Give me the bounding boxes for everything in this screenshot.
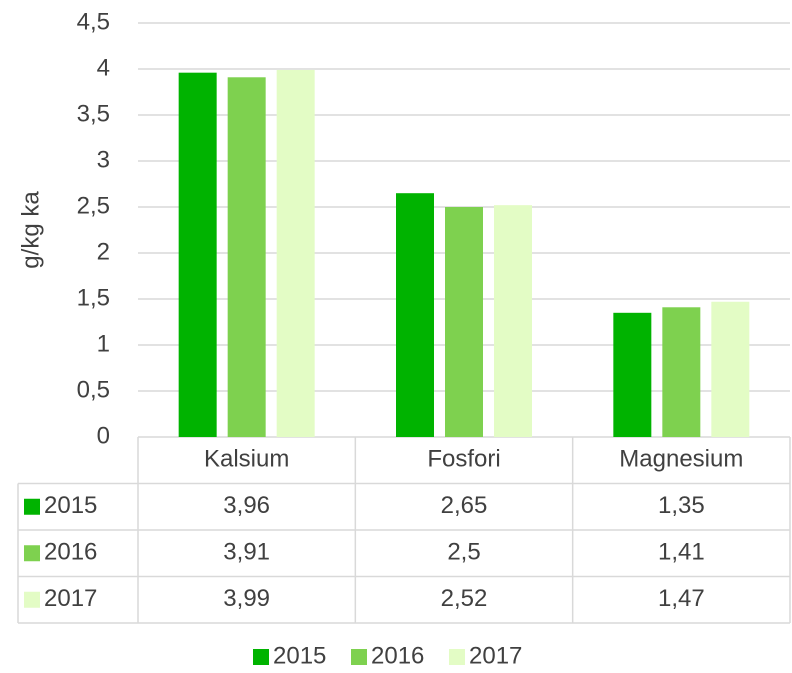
- y-tick-label: 4,5: [77, 8, 110, 35]
- legend-key: [351, 649, 367, 665]
- table-value: 1,41: [658, 539, 705, 566]
- y-tick-label: 1: [97, 330, 110, 357]
- bar: [396, 193, 434, 437]
- bar: [662, 307, 701, 437]
- table-value: 2,65: [441, 492, 488, 519]
- legend-label: 2015: [273, 642, 326, 668]
- bar: [178, 72, 217, 438]
- table-value: 2,5: [447, 539, 480, 566]
- x-tick-label: Magnesium: [619, 446, 743, 473]
- table-value: 1,47: [658, 585, 705, 612]
- y-tick-label: 4: [97, 54, 110, 81]
- table-value: 3,91: [223, 539, 270, 566]
- table-value: 3,99: [223, 585, 270, 612]
- table-series-name: 2015: [44, 492, 97, 519]
- y-axis-label: g/kg ka: [17, 191, 44, 269]
- y-tick-label: 0,5: [77, 376, 110, 403]
- bar: [227, 77, 266, 437]
- legend-key: [253, 649, 269, 665]
- legend-label: 2016: [371, 642, 424, 668]
- x-tick-label: Fosfori: [427, 446, 500, 473]
- bar: [445, 207, 483, 437]
- legend-key: [449, 649, 465, 665]
- table-value: 2,52: [441, 585, 488, 612]
- x-tick-label: Kalsium: [204, 446, 289, 473]
- table-legend-key: [24, 498, 40, 515]
- table-legend-key: [24, 545, 40, 562]
- bar: [613, 312, 652, 437]
- y-tick-label: 0: [97, 422, 110, 449]
- y-tick-label: 2,5: [77, 192, 110, 219]
- table-value: 3,96: [223, 492, 270, 519]
- bar: [494, 205, 532, 437]
- y-tick-label: 3: [97, 146, 110, 173]
- bar: [276, 69, 315, 438]
- bar: [711, 301, 750, 437]
- table-value: 1,35: [658, 492, 705, 519]
- table-series-name: 2016: [44, 539, 97, 566]
- y-tick-label: 1,5: [77, 284, 110, 311]
- y-tick-label: 3,5: [77, 100, 110, 127]
- y-tick-label: 2: [97, 238, 110, 265]
- legend-label: 2017: [469, 642, 522, 668]
- table-series-name: 2017: [44, 585, 97, 612]
- table-legend-key: [24, 591, 40, 608]
